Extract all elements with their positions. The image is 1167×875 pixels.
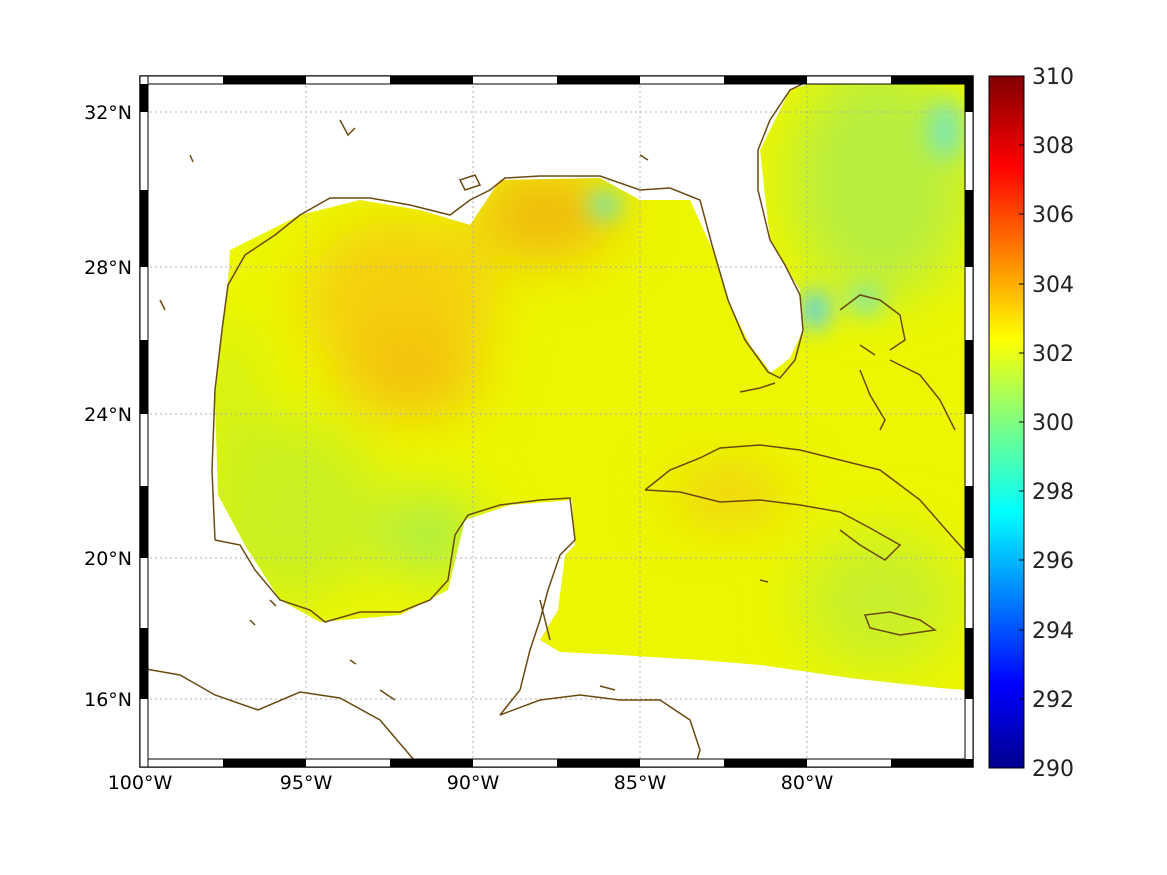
sst-cool-atlantic-edge [927,100,963,160]
sst-green-caribbean [800,530,960,670]
sst-warm-west-gulf [340,335,480,415]
coastline-keys [739,382,776,393]
coastline-jamaica [863,611,938,636]
sst-warm-central-gulf [305,220,495,380]
y-tick-label-28n: 28°N [84,257,132,279]
colorbar-label-298: 298 [1032,480,1074,505]
y-tick-label-16n: 16°N [84,689,132,711]
colorbar-label-292: 292 [1032,688,1074,713]
x-tick-label-85w: 85°W [614,772,667,794]
sst-cool-florida-straits [801,290,829,330]
colorbar-label-306: 306 [1032,203,1074,228]
y-tick-label-32n: 32°N [84,102,132,124]
sst-warm-north-gulf [475,170,615,260]
colorbar-label-302: 302 [1032,342,1074,367]
colorbar-label-310: 310 [1032,65,1074,90]
x-tick-label-95w: 95°W [280,772,333,794]
y-tick-label-20n: 20°N [84,548,132,570]
x-tick-label-100w: 100°W [108,772,173,794]
colorbar: 310 308 306 304 302 300 298 296 294 292 … [988,65,1074,782]
coastline-bahamas [839,294,956,431]
y-axis-labels: 16°N 20°N 24°N 28°N 32°N [84,102,132,711]
colorbar-gradient [988,75,1025,769]
x-tick-label-90w: 90°W [447,772,500,794]
colorbar-label-296: 296 [1032,549,1074,574]
sst-green-campeche [380,495,480,575]
colorbar-label-294: 294 [1032,619,1074,644]
y-tick-label-24n: 24°N [84,404,132,426]
grid-lines [140,76,973,767]
coastline-cuba [644,444,973,561]
coastline-yucatan-east [539,599,551,641]
coastline-mexico [214,497,576,716]
colorbar-label-300: 300 [1032,411,1074,436]
islands-small [159,119,769,701]
coastlines [140,77,973,767]
coastline-central-america [140,667,701,767]
sst-cool-bahamas [847,286,883,314]
colorbar-label-290: 290 [1032,757,1074,782]
sst-green-atlantic [790,82,965,300]
sst-cool-mobile-bay [589,191,621,219]
x-tick-label-80w: 80°W [781,772,834,794]
sst-warm-cuba [670,473,790,517]
colorbar-label-308: 308 [1032,134,1074,159]
map-frame [139,75,974,768]
coastline-us-gulf [211,77,816,541]
x-axis-labels: 100°W 95°W 90°W 85°W 80°W [108,772,834,794]
colorbar-label-304: 304 [1032,273,1074,298]
